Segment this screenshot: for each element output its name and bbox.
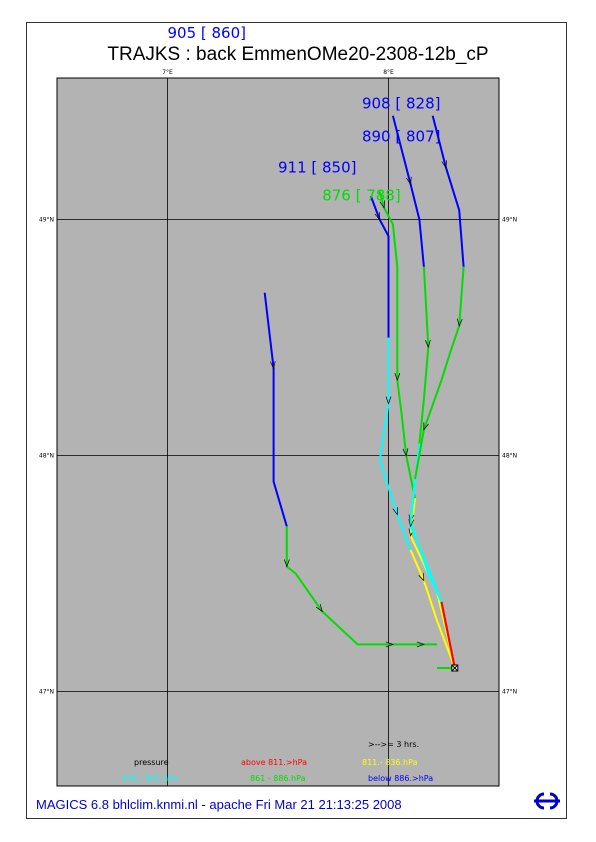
chart-title: TRAJKS : back EmmenOMe20-2308-12b_cP — [107, 44, 489, 65]
trajectory-arrowhead — [423, 422, 429, 431]
trajectory-arrowhead — [425, 339, 431, 349]
trajectory-arrowhead — [385, 641, 394, 648]
trajectory-label: 876 [ 788] — [322, 187, 401, 205]
trajectory-arrowhead — [269, 360, 276, 370]
trajectory-arrowhead — [456, 318, 463, 327]
footer-text: MAGICS 6.8 bhlclim.knmi.nl - apache Fri … — [36, 797, 402, 812]
trajectory-arrowhead — [402, 448, 409, 457]
trajectory-label: 908 [ 828] — [362, 95, 441, 113]
trajectory-arrowhead — [406, 176, 412, 186]
trajectory-arrowhead — [418, 573, 425, 582]
legend-entry: above 811.>hPa — [241, 758, 307, 767]
trajectory-label: 890 [ 807] — [362, 128, 441, 146]
trajectory-arrowhead — [284, 559, 290, 568]
ecmwf-logo-icon — [534, 792, 560, 810]
legend-entry: below 886.>hPa — [368, 774, 433, 783]
legend-entry: 836.- 861.hPa — [122, 774, 178, 783]
trajectory-arrowhead — [392, 507, 398, 516]
trajectory-segment — [418, 266, 430, 444]
lon-tick-label: 7°E — [162, 69, 173, 76]
legend-entry: 861 - 886.hPa — [250, 774, 306, 783]
trajectory-arrowhead — [408, 519, 415, 528]
plot-frame — [26, 22, 567, 819]
trajectory-segment — [378, 337, 412, 551]
trajectory-segment — [440, 601, 456, 669]
trajectory-segment — [285, 526, 438, 646]
trajectory-segment — [369, 195, 390, 338]
start-point-cross — [451, 664, 459, 672]
legend-pressure-label: pressure — [134, 758, 169, 767]
trajectory-label: 911 [ 850] — [278, 158, 357, 176]
legend-entry: 811.- 836.hPa — [362, 758, 418, 767]
trajectory-arrowhead — [315, 604, 323, 613]
lat-tick-label-left: 47°N — [39, 689, 54, 696]
trajectory-segment — [263, 292, 288, 527]
legend-interval: >-->= 3 hrs. — [368, 740, 419, 749]
trajectory-arrowhead — [379, 200, 386, 209]
trajectory-arrowhead — [416, 641, 425, 648]
trajectory-arrowhead — [441, 160, 447, 169]
lat-tick-label-right: 47°N — [502, 689, 517, 696]
map-background — [56, 77, 500, 787]
trajectory-segment — [378, 191, 399, 267]
trajectory-segment — [440, 266, 465, 381]
trajectory-segment — [391, 115, 425, 267]
trajectory-arrowhead — [374, 212, 381, 221]
trajectory-arrowhead — [385, 396, 392, 405]
trajectory-segment — [396, 266, 416, 499]
trajectory-segment — [431, 115, 465, 267]
trajectory-arrowhead — [394, 372, 401, 382]
lon-tick-label: 8°E — [383, 69, 394, 76]
trajectory-segment — [409, 549, 456, 669]
lat-tick-label-left: 48°N — [39, 453, 54, 460]
lat-tick-label-right: 49°N — [502, 217, 517, 224]
lat-tick-label-left: 49°N — [39, 217, 54, 224]
trajectory-label: 905 [ 860] — [168, 24, 247, 42]
trajectory-segment — [409, 479, 443, 603]
lat-tick-label-right: 48°N — [502, 453, 517, 460]
